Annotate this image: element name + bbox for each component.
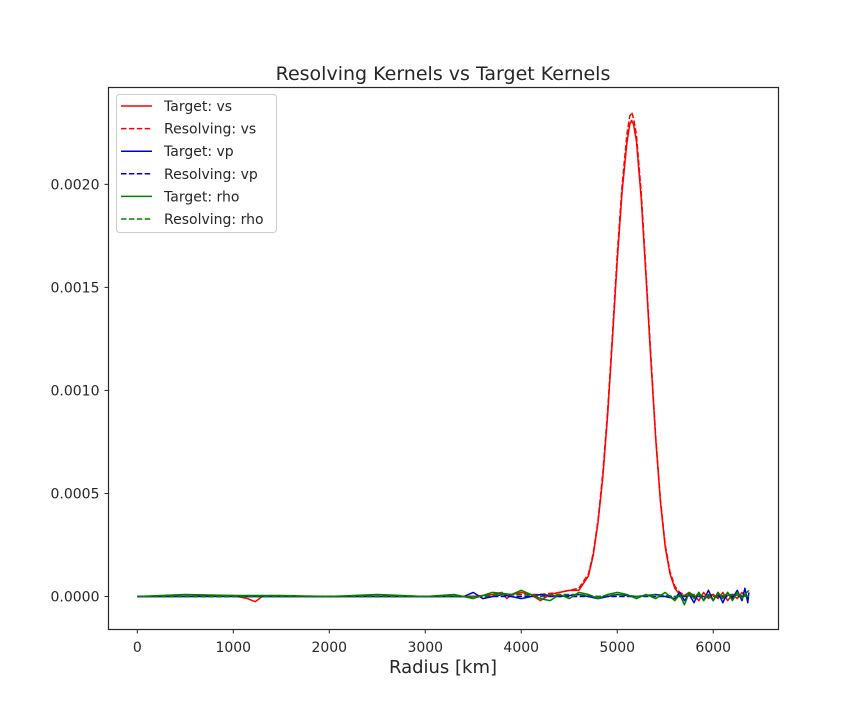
x-tick-label: 5000 xyxy=(599,640,635,656)
x-tick-label: 4000 xyxy=(503,640,539,656)
chart-title: Resolving Kernels vs Target Kernels xyxy=(276,63,611,85)
legend-label: Resolving: rho xyxy=(164,212,264,228)
legend-box xyxy=(116,94,277,233)
y-axis-ticks: 0.0000 0.0005 0.0010 0.0015 0.0020 xyxy=(51,177,109,606)
legend-label: Target: vs xyxy=(163,99,232,115)
legend: Target: vs Resolving: vs Target: vp Resolvi… xyxy=(116,94,277,233)
series-line-5 xyxy=(137,593,749,598)
x-tick-label: 2000 xyxy=(311,640,347,656)
plot-lines xyxy=(137,111,750,606)
legend-label: Target: rho xyxy=(163,189,239,205)
x-axis-label: Radius [km] xyxy=(389,657,497,678)
x-tick-label: 1000 xyxy=(215,640,251,656)
y-tick-label: 0.0015 xyxy=(51,280,100,296)
y-tick-label: 0.0000 xyxy=(51,590,100,606)
y-tick-label: 0.0005 xyxy=(51,486,100,502)
legend-label: Resolving: vs xyxy=(164,122,256,138)
x-tick-label: 0 xyxy=(133,640,142,656)
x-tick-label: 3000 xyxy=(407,640,443,656)
y-tick-label: 0.0010 xyxy=(51,383,100,399)
x-tick-label: 6000 xyxy=(695,640,731,656)
legend-label: Resolving: vp xyxy=(164,167,258,183)
plot-area-frame xyxy=(107,86,780,631)
x-axis-ticks: 0 1000 2000 3000 4000 5000 6000 xyxy=(133,629,731,656)
y-tick-label: 0.0020 xyxy=(51,177,100,193)
legend-label: Target: vp xyxy=(163,144,234,160)
series-line-4 xyxy=(137,589,750,606)
